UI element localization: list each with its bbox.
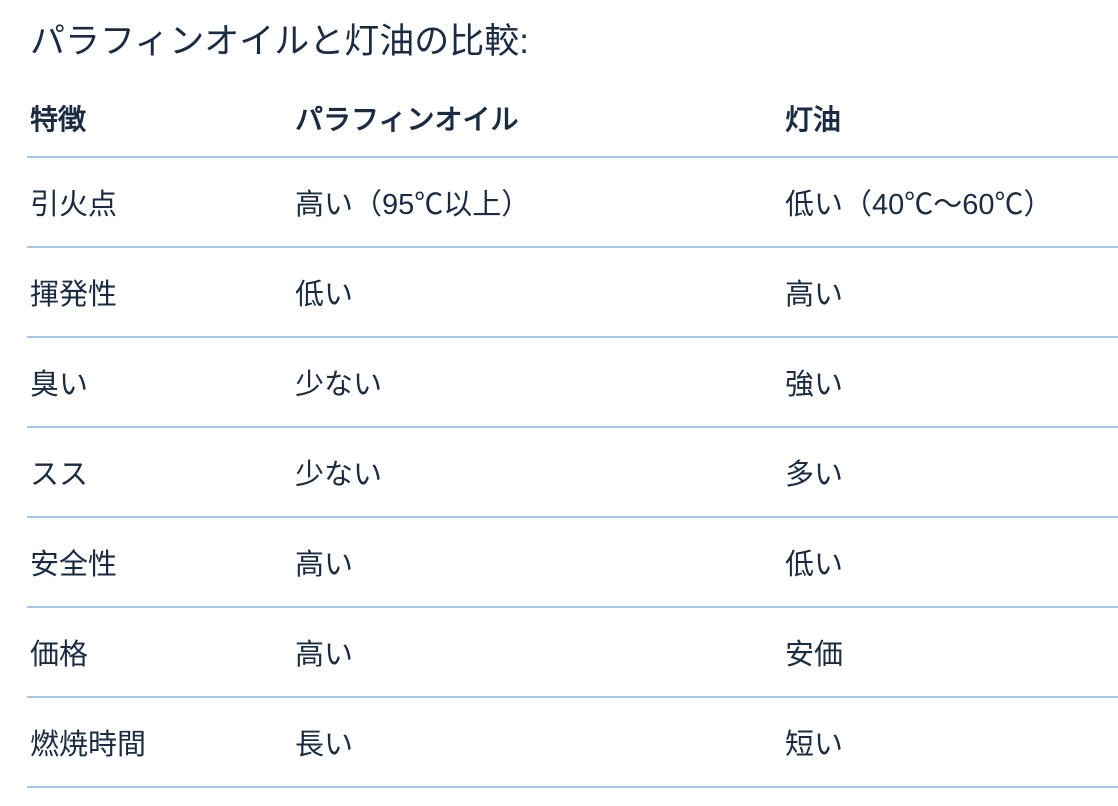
table-row: 臭い 少ない 強い — [27, 338, 1118, 428]
cell-paraffin: 高い — [295, 549, 354, 581]
cell-kerosene: 短い — [785, 729, 844, 761]
cell-kerosene: 低い（40℃〜60℃） — [785, 189, 1053, 221]
cell-paraffin: 高い（95℃以上） — [295, 189, 531, 221]
table-row: 揮発性 低い 高い — [27, 248, 1118, 338]
column-header-paraffin: パラフィンオイル — [295, 104, 519, 135]
column-header-kerosene: 灯油 — [785, 104, 842, 135]
cell-feature: 揮発性 — [30, 279, 118, 311]
cell-paraffin: 高い — [295, 639, 354, 671]
cell-paraffin: 少ない — [295, 369, 383, 401]
cell-paraffin: 長い — [295, 729, 354, 761]
cell-paraffin: 低い — [295, 279, 354, 311]
cell-feature: 価格 — [30, 639, 89, 671]
table-row: スス 少ない 多い — [27, 428, 1118, 518]
cell-feature: 引火点 — [30, 189, 118, 221]
cell-feature: 臭い — [30, 369, 89, 401]
cell-paraffin: 少ない — [295, 459, 383, 491]
comparison-table: 特徴 パラフィンオイル 灯油 引火点 高い（95℃以上） 低い（40℃〜60℃）… — [27, 80, 1118, 788]
cell-kerosene: 多い — [785, 459, 844, 491]
page-title: パラフィンオイルと灯油の比較: — [30, 22, 530, 61]
cell-feature: 安全性 — [30, 549, 118, 581]
cell-kerosene: 低い — [785, 549, 844, 581]
table-row: 引火点 高い（95℃以上） 低い（40℃〜60℃） — [27, 158, 1118, 248]
cell-feature: スス — [30, 459, 89, 491]
cell-kerosene: 強い — [785, 369, 844, 401]
table-header-row: 特徴 パラフィンオイル 灯油 — [27, 80, 1118, 158]
table-row: 価格 高い 安価 — [27, 608, 1118, 698]
cell-kerosene: 高い — [785, 279, 844, 311]
table-row: 燃焼時間 長い 短い — [27, 698, 1118, 788]
table-row: 安全性 高い 低い — [27, 518, 1118, 608]
cell-feature: 燃焼時間 — [30, 729, 147, 761]
column-header-feature: 特徴 — [30, 104, 87, 135]
cell-kerosene: 安価 — [785, 639, 844, 671]
